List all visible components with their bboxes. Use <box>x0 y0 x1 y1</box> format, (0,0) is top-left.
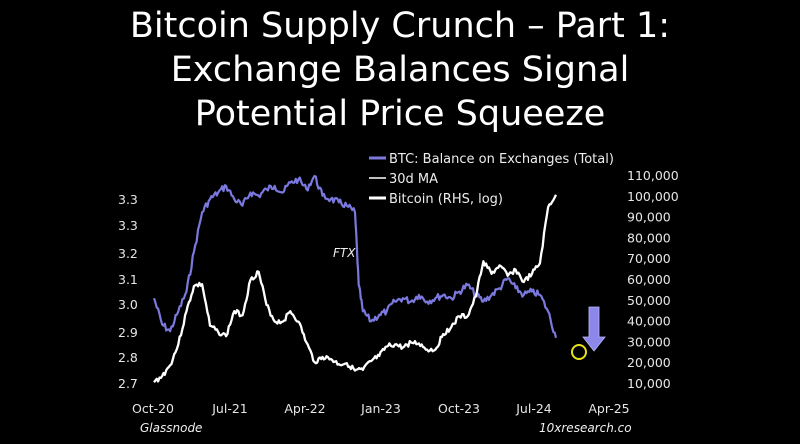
left-tick-label: 3.0 <box>118 297 138 312</box>
left-tick-label: 3.3 <box>118 192 138 207</box>
x-tick-label: Jul-24 <box>515 401 552 416</box>
source-10xresearch: 10xresearch.co <box>539 421 632 435</box>
right-tick-label: 70,000 <box>627 251 671 266</box>
chart-title: Bitcoin Supply Crunch – Part 1: Exchange… <box>0 4 800 136</box>
left-axis-ticks: 2.7 2.8 2.9 3.0 3.1 3.2 3.3 3.3 <box>118 192 138 391</box>
legend-label-balance: BTC: Balance on Exchanges (Total) <box>389 152 614 167</box>
right-axis-ticks: 10,000 20,000 30,000 40,000 50,000 60,000 70,0… <box>627 168 679 391</box>
right-tick-label: 40,000 <box>627 314 671 329</box>
title-line-3: Potential Price Squeeze <box>194 94 606 134</box>
left-tick-label: 3.3 <box>118 218 138 233</box>
left-tick-label: 3.2 <box>118 246 138 261</box>
left-tick-label: 2.7 <box>118 376 138 391</box>
right-tick-label: 60,000 <box>627 272 671 287</box>
legend-label-ma: 30d MA <box>389 172 438 187</box>
x-tick-label: Jul-21 <box>211 401 248 416</box>
title-line-1: Bitcoin Supply Crunch – Part 1: <box>129 6 671 46</box>
latest-balance-circle <box>571 344 587 360</box>
ftx-annotation: FTX <box>333 246 356 260</box>
source-glassnode: Glassnode <box>140 421 202 435</box>
right-tick-label: 80,000 <box>627 230 671 245</box>
x-tick-label: Jan-23 <box>360 401 401 416</box>
down-arrow-icon <box>582 306 606 352</box>
markers <box>571 306 606 360</box>
right-tick-label: 110,000 <box>627 168 679 183</box>
x-tick-label: Apr-22 <box>284 401 325 416</box>
legend-label-price: Bitcoin (RHS, log) <box>389 192 503 207</box>
balance-series-line <box>152 174 558 339</box>
x-tick-label: Oct-20 <box>132 401 174 416</box>
series-layer <box>152 174 558 384</box>
right-tick-label: 90,000 <box>627 210 671 225</box>
right-tick-label: 30,000 <box>627 334 671 349</box>
legend: BTC: Balance on Exchanges (Total) 30d MA… <box>369 152 614 207</box>
x-tick-label: Apr-25 <box>588 401 629 416</box>
x-axis-ticks: Oct-20 Jul-21 Apr-22 Jan-23 Oct-23 Jul-24 Apr-… <box>132 401 630 416</box>
x-tick-label: Oct-23 <box>438 401 480 416</box>
right-tick-label: 50,000 <box>627 293 671 308</box>
title-line-2: Exchange Balances Signal <box>170 50 630 90</box>
right-tick-label: 10,000 <box>627 376 671 391</box>
left-tick-label: 3.1 <box>118 272 138 287</box>
price-series-line <box>153 194 558 384</box>
left-tick-label: 2.8 <box>118 350 138 365</box>
right-tick-label: 20,000 <box>627 355 671 370</box>
left-tick-label: 2.9 <box>118 325 138 340</box>
right-tick-label: 100,000 <box>627 189 679 204</box>
